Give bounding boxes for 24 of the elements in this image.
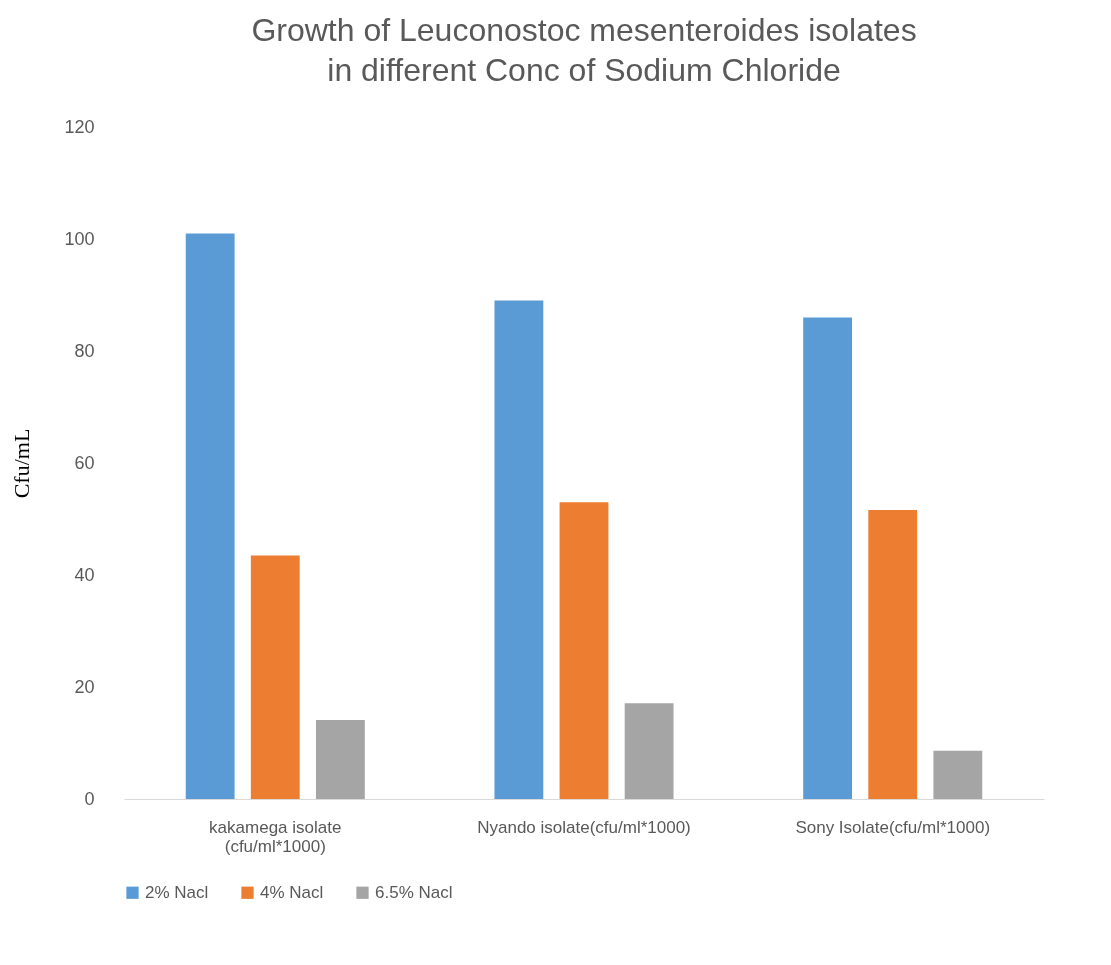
y-tick-label: 120	[64, 116, 95, 137]
bar	[559, 502, 609, 799]
y-axis-title: Cfu/mL	[9, 428, 35, 499]
legend-label: 2% Nacl	[145, 882, 209, 902]
bar	[494, 300, 544, 799]
bar	[868, 510, 918, 799]
legend-label: 6.5% Nacl	[375, 882, 453, 902]
bar	[250, 555, 300, 799]
y-tick-label: 80	[74, 340, 95, 361]
y-tick-label: 40	[74, 564, 95, 585]
y-tick-label: 60	[74, 452, 95, 473]
y-tick-label: 20	[74, 676, 95, 697]
x-tick-label: Nyando isolate(cfu/ml*1000)	[477, 817, 691, 837]
y-tick-label: 0	[84, 788, 95, 809]
bar	[624, 703, 674, 799]
bar	[933, 750, 983, 799]
x-tick-label: Sony Isolate(cfu/ml*1000)	[795, 817, 991, 837]
bar	[185, 233, 235, 799]
y-tick-label: 100	[64, 228, 95, 249]
x-tick-label: kakamega isolate (cfu/ml*1000)	[209, 817, 342, 856]
legend-label: 4% Nacl	[260, 882, 324, 902]
bar	[315, 720, 365, 799]
chart-title: Growth of Leuconostoc mesenteroides isolates in different Conc of Sodium Chloride	[251, 12, 917, 88]
bar	[803, 317, 853, 799]
